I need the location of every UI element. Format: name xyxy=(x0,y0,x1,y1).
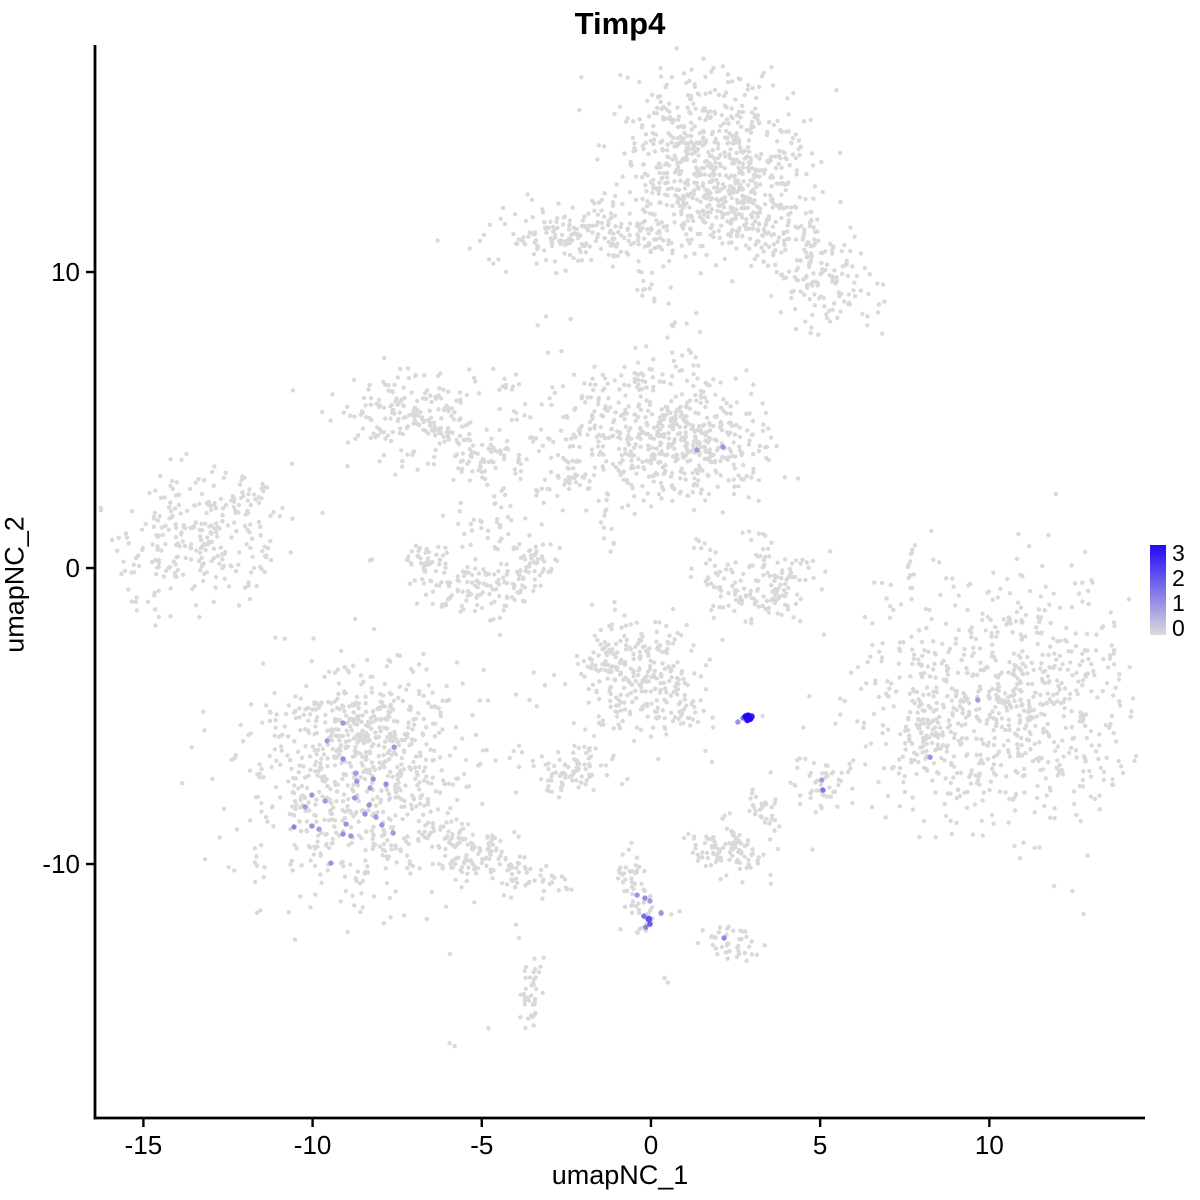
expression-colorbar xyxy=(1150,545,1166,635)
x-tick-label: 0 xyxy=(643,1130,659,1160)
y-tick-label: -10 xyxy=(42,849,80,880)
x-tick-label: -5 xyxy=(470,1130,494,1160)
legend-tick-label: 0 xyxy=(1172,615,1185,641)
legend-tick-label: 2 xyxy=(1172,565,1185,591)
y-tick-label: 0 xyxy=(65,553,80,584)
expression-points-layer xyxy=(291,444,981,941)
x-tick-label: 5 xyxy=(812,1130,828,1160)
plot-title: Timp4 xyxy=(574,6,666,41)
x-tick-label: -15 xyxy=(124,1130,163,1160)
y-axis-label: umapNC_2 xyxy=(0,516,30,653)
x-tick-label: 10 xyxy=(974,1130,1004,1160)
y-tick-label: 10 xyxy=(51,257,80,288)
legend-tick-label: 1 xyxy=(1172,590,1185,616)
gray-points-layer xyxy=(98,46,1139,1049)
x-tick-label: -10 xyxy=(293,1130,332,1160)
legend-tick-label: 3 xyxy=(1172,540,1185,566)
x-axis-label: umapNC_1 xyxy=(551,1160,689,1190)
